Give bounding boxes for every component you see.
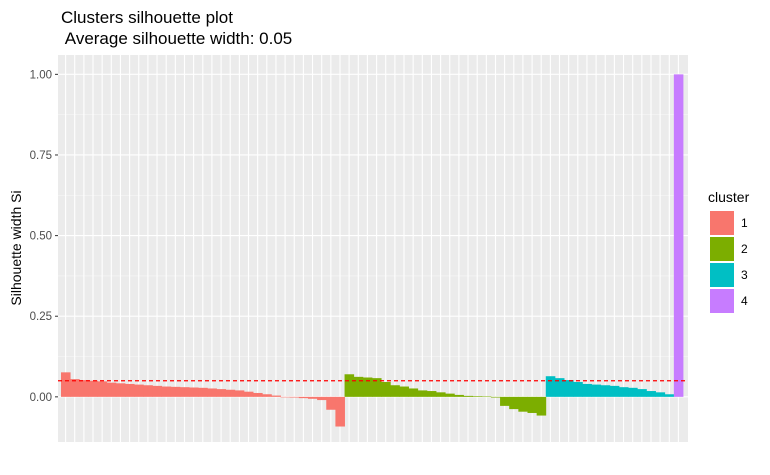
- chart-subtitle: Average silhouette width: 0.05: [61, 29, 292, 48]
- bar-cluster-1-11: [152, 385, 163, 397]
- legend-title: cluster: [708, 189, 750, 205]
- bar-cluster-2-18: [500, 396, 510, 406]
- bar-cluster-1-24: [271, 395, 281, 397]
- bar-cluster-2-14: [463, 395, 474, 397]
- bar-cluster-2-7: [399, 386, 409, 397]
- bar-cluster-1-19: [225, 389, 236, 397]
- bar-cluster-2-22: [536, 396, 547, 416]
- bar-cluster-1-31: [335, 396, 345, 427]
- bar-cluster-1-21: [243, 391, 254, 397]
- bar-cluster-3-3: [564, 380, 574, 397]
- bar-cluster-1-9: [134, 384, 144, 397]
- y-tick-label: 0.25: [30, 311, 52, 323]
- bar-cluster-1-18: [216, 389, 227, 397]
- legend-label-cluster-3: 3: [741, 268, 748, 282]
- bar-cluster-1-4: [88, 380, 98, 397]
- bar-cluster-1-20: [234, 390, 245, 397]
- bar-cluster-1-13: [170, 386, 181, 397]
- bar-cluster-1-30: [326, 396, 336, 410]
- legend-label-cluster-1: 1: [741, 216, 748, 230]
- bar-cluster-1-28: [307, 396, 318, 399]
- bar-cluster-2-19: [509, 396, 519, 410]
- bar-cluster-2-6: [390, 385, 400, 397]
- legend-key-cluster-1: [710, 211, 734, 235]
- bar-cluster-3-12: [646, 391, 656, 397]
- y-tick-label: 1.00: [30, 69, 52, 81]
- bar-cluster-1-1: [61, 372, 71, 397]
- legend-label-cluster-4: 4: [741, 294, 748, 308]
- bar-cluster-3-14: [664, 394, 675, 397]
- bar-cluster-1-8: [125, 383, 135, 397]
- bar-cluster-2-2: [353, 376, 364, 397]
- bar-cluster-3-6: [591, 384, 602, 397]
- bar-cluster-2-12: [445, 393, 455, 397]
- y-axis-label: Silhouette width Si: [8, 190, 24, 305]
- bar-cluster-1-29: [317, 396, 327, 401]
- bar-cluster-1-27: [298, 396, 309, 399]
- legend: cluster 1 2 3 4: [708, 189, 750, 313]
- bar-cluster-2-4: [372, 378, 382, 397]
- bars: [61, 74, 684, 427]
- plot-panel: [58, 55, 688, 442]
- bar-cluster-1-23: [262, 394, 272, 397]
- bar-cluster-1-6: [106, 382, 117, 397]
- bar-cluster-2-20: [518, 396, 528, 412]
- legend-key-cluster-2: [710, 237, 734, 261]
- bar-cluster-1-22: [253, 392, 263, 397]
- bar-cluster-3-11: [637, 389, 647, 397]
- bar-cluster-2-3: [362, 377, 373, 397]
- bar-cluster-1-17: [207, 388, 217, 397]
- bar-cluster-3-7: [600, 385, 611, 397]
- bar-cluster-1-26: [289, 396, 300, 398]
- bar-cluster-1-3: [79, 380, 89, 397]
- bar-cluster-1-16: [198, 387, 208, 397]
- bar-cluster-2-8: [408, 388, 419, 397]
- bar-cluster-1-7: [115, 383, 126, 397]
- bar-cluster-1-10: [143, 385, 153, 397]
- bar-cluster-1-15: [189, 387, 199, 397]
- bar-cluster-3-1: [545, 376, 556, 397]
- bar-cluster-3-10: [628, 387, 638, 397]
- bar-cluster-3-9: [618, 387, 629, 397]
- bar-cluster-3-8: [609, 385, 620, 397]
- bar-cluster-3-13: [655, 392, 666, 397]
- bar-cluster-2-5: [381, 382, 391, 397]
- y-tick-label: 0.00: [30, 392, 52, 404]
- bar-cluster-1-12: [161, 386, 172, 397]
- y-tick-label: 0.50: [30, 231, 52, 243]
- bar-cluster-3-2: [554, 378, 565, 397]
- bar-cluster-2-17: [490, 396, 501, 398]
- bar-cluster-4-1: [673, 74, 684, 397]
- y-tick-label: 0.75: [30, 150, 52, 162]
- chart-title: Clusters silhouette plot: [61, 8, 233, 27]
- bar-cluster-3-5: [582, 383, 592, 397]
- bar-cluster-2-21: [527, 396, 538, 413]
- bar-cluster-2-16: [481, 396, 492, 398]
- grid-lines: [58, 55, 688, 442]
- legend-key-cluster-3: [710, 263, 734, 287]
- bar-cluster-1-14: [179, 387, 190, 397]
- bar-cluster-1-25: [280, 396, 291, 398]
- bar-cluster-1-2: [70, 379, 80, 397]
- bar-cluster-2-15: [472, 396, 483, 397]
- y-axis: 0.00 0.25 0.50 0.75 1.00: [30, 69, 58, 404]
- bar-cluster-2-11: [436, 392, 446, 397]
- bar-cluster-2-13: [454, 394, 464, 397]
- bar-cluster-2-1: [344, 374, 355, 397]
- legend-key-cluster-4: [710, 289, 734, 313]
- bar-cluster-2-10: [426, 391, 437, 397]
- legend-label-cluster-2: 2: [741, 242, 748, 256]
- bar-cluster-1-5: [97, 381, 108, 397]
- bar-cluster-3-4: [573, 382, 583, 397]
- bar-cluster-2-9: [417, 390, 428, 397]
